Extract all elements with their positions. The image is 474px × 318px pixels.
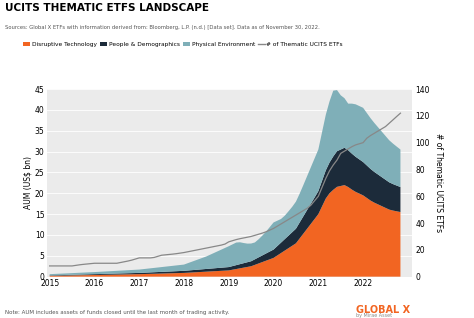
Text: Sources: Global X ETFs with information derived from: Bloomberg, L.P. (n.d.) [Da: Sources: Global X ETFs with information … bbox=[5, 25, 319, 31]
Legend: Disruptive Technology, People & Demographics, Physical Environment, # of Themati: Disruptive Technology, People & Demograp… bbox=[21, 39, 346, 49]
Y-axis label: AUM (US$ bn): AUM (US$ bn) bbox=[23, 156, 32, 209]
Text: UCITS THEMATIC ETFS LANDSCAPE: UCITS THEMATIC ETFS LANDSCAPE bbox=[5, 3, 209, 13]
Text: by Mirae Asset: by Mirae Asset bbox=[356, 313, 392, 318]
Y-axis label: # of Thematic UCITS ETFs: # of Thematic UCITS ETFs bbox=[434, 133, 443, 232]
Text: GLOBAL X: GLOBAL X bbox=[356, 305, 410, 315]
Text: Note: AUM includes assets of funds closed until the last month of trading activi: Note: AUM includes assets of funds close… bbox=[5, 310, 229, 315]
